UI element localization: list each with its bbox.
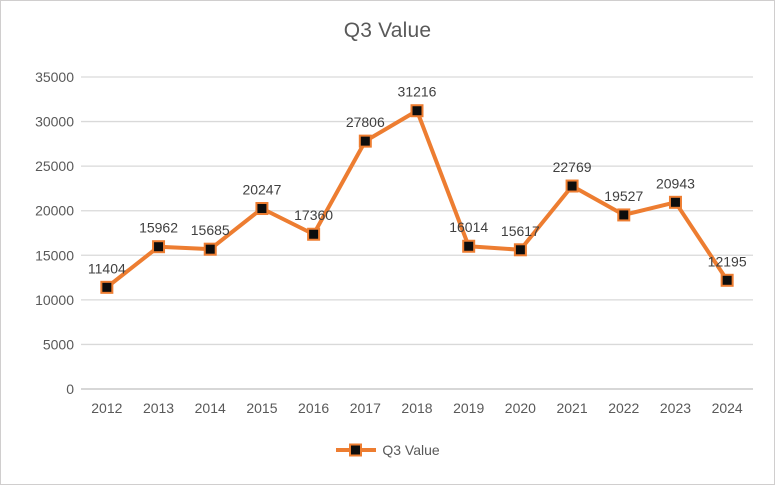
legend-line-marker-icon: [336, 443, 377, 457]
y-tick-label: 35000: [35, 69, 74, 85]
chart-title: Q3 Value: [343, 19, 432, 42]
x-tick-label: 2019: [453, 400, 484, 416]
x-tick-label: 2022: [608, 400, 639, 416]
data-label: 31216: [398, 84, 437, 100]
x-tick-label: 2017: [350, 400, 381, 416]
data-point-marker: [307, 227, 321, 241]
data-label: 15617: [501, 223, 540, 239]
data-label: 17360: [294, 207, 333, 223]
x-tick-label: 2024: [712, 400, 743, 416]
x-tick-label: 2020: [505, 400, 536, 416]
data-label: 19527: [604, 188, 643, 204]
data-label: 22769: [553, 159, 592, 175]
data-point-marker: [720, 273, 734, 287]
y-tick-label: 30000: [35, 114, 74, 130]
data-label: 20943: [656, 175, 695, 191]
data-point-marker: [513, 243, 527, 257]
y-tick-label: 15000: [35, 247, 74, 263]
data-label: 12195: [708, 253, 747, 269]
legend-square-marker: [349, 443, 363, 457]
y-tick-label: 20000: [35, 203, 74, 219]
data-label: 27806: [346, 114, 385, 130]
y-tick-label: 0: [66, 381, 74, 397]
data-label: 20247: [242, 182, 281, 198]
data-label: 16014: [449, 219, 488, 235]
legend-label: Q3 Value: [382, 442, 440, 458]
x-tick-label: 2021: [556, 400, 587, 416]
data-point-marker: [668, 195, 682, 209]
data-label: 11404: [88, 260, 126, 276]
x-tick-label: 2014: [195, 400, 226, 416]
data-point-marker: [462, 239, 476, 253]
data-label: 15685: [191, 222, 230, 238]
data-point-marker: [565, 179, 579, 193]
y-tick-label: 5000: [43, 336, 74, 352]
y-tick-label: 10000: [35, 292, 74, 308]
x-tick-label: 2023: [660, 400, 691, 416]
data-point-marker: [152, 240, 166, 254]
data-point-marker: [358, 134, 372, 148]
x-tick-label: 2013: [143, 400, 174, 416]
data-point-marker: [100, 280, 114, 294]
data-label: 15962: [139, 220, 178, 236]
x-tick-label: 2018: [401, 400, 432, 416]
data-point-marker: [255, 202, 269, 216]
x-tick-label: 2015: [246, 400, 277, 416]
x-tick-label: 2016: [298, 400, 329, 416]
legend: Q3 Value: [1, 442, 774, 458]
y-tick-label: 25000: [35, 158, 74, 174]
x-tick-label: 2012: [91, 400, 122, 416]
data-point-marker: [617, 208, 631, 222]
data-point-marker: [410, 104, 424, 118]
data-point-marker: [203, 242, 217, 256]
